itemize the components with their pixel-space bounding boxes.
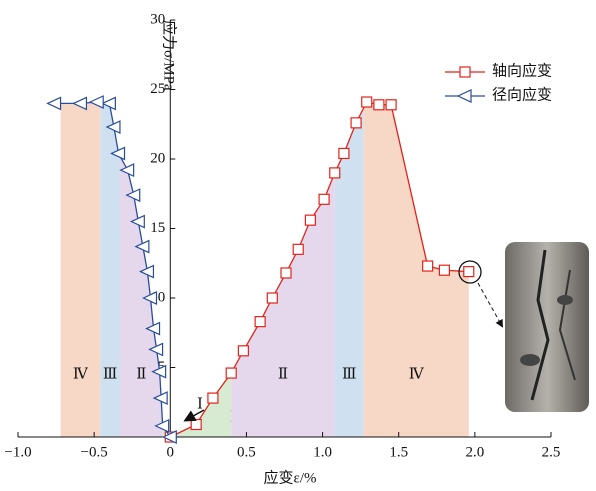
x-tick-label: 1.0 bbox=[313, 444, 332, 460]
marker bbox=[280, 267, 292, 279]
y-tick-label: 30 bbox=[150, 11, 165, 27]
marker bbox=[385, 99, 397, 111]
marker bbox=[456, 89, 472, 103]
label-arrow bbox=[183, 409, 205, 422]
marker bbox=[100, 96, 116, 111]
region bbox=[231, 172, 335, 437]
legend-label: 轴向应变 bbox=[492, 61, 552, 79]
marker bbox=[72, 96, 88, 111]
region-label: Ⅰ bbox=[197, 396, 203, 412]
marker bbox=[266, 292, 278, 304]
marker bbox=[119, 163, 135, 178]
x-tick-label: 0.5 bbox=[237, 444, 256, 460]
marker bbox=[318, 193, 330, 205]
region bbox=[120, 156, 163, 437]
region-label: Ⅱ bbox=[278, 366, 288, 382]
y-tick-label: 20 bbox=[150, 150, 165, 166]
marker bbox=[422, 260, 434, 272]
region bbox=[363, 102, 469, 437]
marker bbox=[190, 418, 202, 431]
marker bbox=[338, 147, 350, 160]
region bbox=[100, 102, 121, 438]
marker bbox=[304, 214, 316, 226]
marker bbox=[292, 243, 304, 255]
marker bbox=[145, 321, 161, 336]
marker bbox=[152, 391, 168, 406]
x-tick-label: 2.5 bbox=[542, 444, 561, 460]
marker bbox=[110, 146, 126, 161]
marker bbox=[125, 188, 141, 203]
marker bbox=[154, 418, 170, 433]
marker bbox=[329, 167, 341, 179]
pointer-arrow bbox=[477, 282, 503, 328]
y-tick-label: 25 bbox=[150, 81, 165, 97]
marker bbox=[88, 95, 104, 109]
marker bbox=[46, 96, 62, 111]
x-tick-label: 0 bbox=[167, 444, 175, 460]
x-axis-label: 应变ε/% bbox=[264, 468, 317, 486]
marker bbox=[438, 264, 450, 276]
marker bbox=[207, 392, 219, 404]
marker bbox=[237, 345, 249, 357]
marker bbox=[459, 66, 471, 78]
marker bbox=[373, 99, 385, 111]
x-tick-label: −0.5 bbox=[81, 444, 108, 460]
region bbox=[60, 102, 101, 437]
region-label: Ⅳ bbox=[409, 366, 425, 382]
marker bbox=[148, 342, 164, 357]
region-label: Ⅱ bbox=[136, 366, 146, 382]
marker bbox=[139, 264, 155, 279]
y-axis-label: 应力σ/MPa bbox=[161, 20, 179, 91]
marker bbox=[350, 117, 362, 129]
marker bbox=[134, 239, 150, 254]
marker bbox=[151, 364, 167, 379]
marker bbox=[105, 120, 121, 134]
region bbox=[170, 373, 232, 437]
rock-photo bbox=[505, 242, 589, 412]
legend-label: 径向应变 bbox=[492, 85, 552, 103]
marker bbox=[361, 96, 373, 108]
x-tick-label: 2.0 bbox=[465, 444, 484, 460]
region-label: Ⅲ bbox=[103, 366, 117, 382]
marker bbox=[142, 291, 158, 305]
marker bbox=[161, 430, 177, 444]
marker bbox=[225, 367, 237, 379]
region-label: Ⅳ bbox=[73, 366, 89, 382]
region bbox=[334, 107, 364, 438]
marker bbox=[129, 214, 145, 229]
marker bbox=[463, 265, 475, 278]
region-label: Ⅲ bbox=[342, 366, 356, 382]
x-tick-label: 1.5 bbox=[389, 444, 408, 460]
marker bbox=[254, 316, 266, 328]
x-tick-label: −1.0 bbox=[4, 444, 31, 460]
highlight-circle bbox=[458, 260, 482, 284]
y-tick-label: 15 bbox=[150, 220, 165, 236]
